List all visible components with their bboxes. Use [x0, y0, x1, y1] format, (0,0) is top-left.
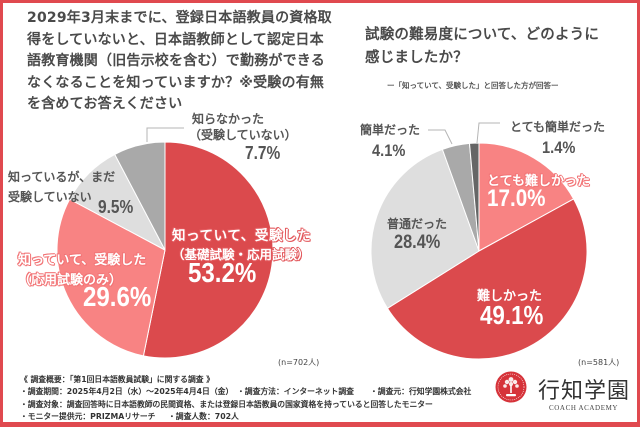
survey-respondents: ・調査人数：702人 [168, 412, 239, 421]
left-title-line: を含めてお答えください [27, 96, 183, 112]
pie-slice [386, 198, 588, 360]
slice-value-label: 7.7% [245, 143, 281, 163]
tree-emblem-icon [495, 371, 527, 403]
right-subtitle: ー「知っていて、受験した」と回答した方が回答ー [387, 81, 559, 90]
survey-period: ・調査期間：2025年4月2日（水）～2025年4月4日（金） [20, 387, 234, 396]
survey-source: ・調査元：行知学園株式会社 [370, 387, 472, 396]
slice-label: （受験していない） [189, 128, 297, 142]
slice-label: 難しかった [477, 289, 543, 304]
left-pie-chart [56, 141, 274, 359]
right-title-line: 試験の難易度について、どのように [365, 27, 600, 43]
slice-label: 普通だった [387, 217, 448, 231]
slice-value-label: 4.1% [372, 141, 406, 160]
slice-label: 受験していない [8, 190, 92, 204]
slice-value-label: 53.2% [188, 257, 257, 288]
slice-value-label: 17.0% [487, 185, 546, 212]
survey-target: ・調査対象：調査回答時に日本語教師の民間資格、または登録日本語教員の国家資格を持… [20, 400, 433, 409]
pie-slice [469, 142, 480, 252]
logo-subtitle: COACH ACADEMY [549, 404, 619, 412]
slice-label: とても簡単だった [510, 120, 606, 134]
slice-label: 知っていて、受験した [172, 228, 312, 244]
slice-label: 知っていて、受験した [18, 253, 147, 268]
leader-lines [146, 122, 500, 145]
slice-value-label: 1.4% [542, 138, 576, 157]
slice-value-label: 9.5% [98, 197, 134, 217]
logo-name: 行知学園 [538, 379, 631, 404]
left-title-line: なくなることを知っていますか？※受験の有無 [27, 74, 325, 91]
right-title-line: 感じましたか？ [365, 50, 468, 66]
slice-label: 簡単だった [360, 123, 421, 137]
slice-label: （応用試験のみ） [18, 273, 123, 288]
pie-slice [142, 141, 274, 359]
slice-value-label: 49.1% [480, 300, 544, 330]
left-title-line: 2029年3月末までに、登録日本語教員の資格取 [27, 10, 332, 26]
slice-label: （基礎試験・応用試験） [172, 247, 310, 262]
pie-slice [370, 148, 480, 309]
slice-label: 知らなかった [192, 112, 265, 126]
slice-label: 知っているが、まだ [8, 170, 116, 184]
survey-method: ・調査方法：インターネット調査 [237, 387, 354, 396]
slice-label: とても難しかった [487, 174, 590, 189]
survey-monitor: ・モニター提供元：PRIZMAリサーチ [20, 412, 156, 421]
survey-heading: 《 調査概要：「第1回日本語教員試験」に関する調査 》 [20, 375, 215, 384]
pie-slice [478, 142, 575, 252]
left-title-line: 語教育機関（旧告示校を含む）で勤務ができる [27, 53, 325, 69]
leader-line-unknown [146, 127, 184, 142]
left-title-line: 得をしていないと、日本語教師として認定日本 [27, 31, 324, 48]
right-sample-size: (n=581人) [578, 358, 620, 367]
leader-line-easy [428, 129, 453, 145]
pie-slice [56, 198, 166, 357]
pie-slice [114, 141, 166, 251]
left-sample-size: (n=702人) [278, 358, 320, 367]
leader-line-very-easy [476, 122, 500, 144]
right-pie-chart [370, 142, 588, 360]
slice-value-label: 29.6% [83, 281, 152, 312]
slice-value-label: 28.4% [394, 232, 441, 253]
